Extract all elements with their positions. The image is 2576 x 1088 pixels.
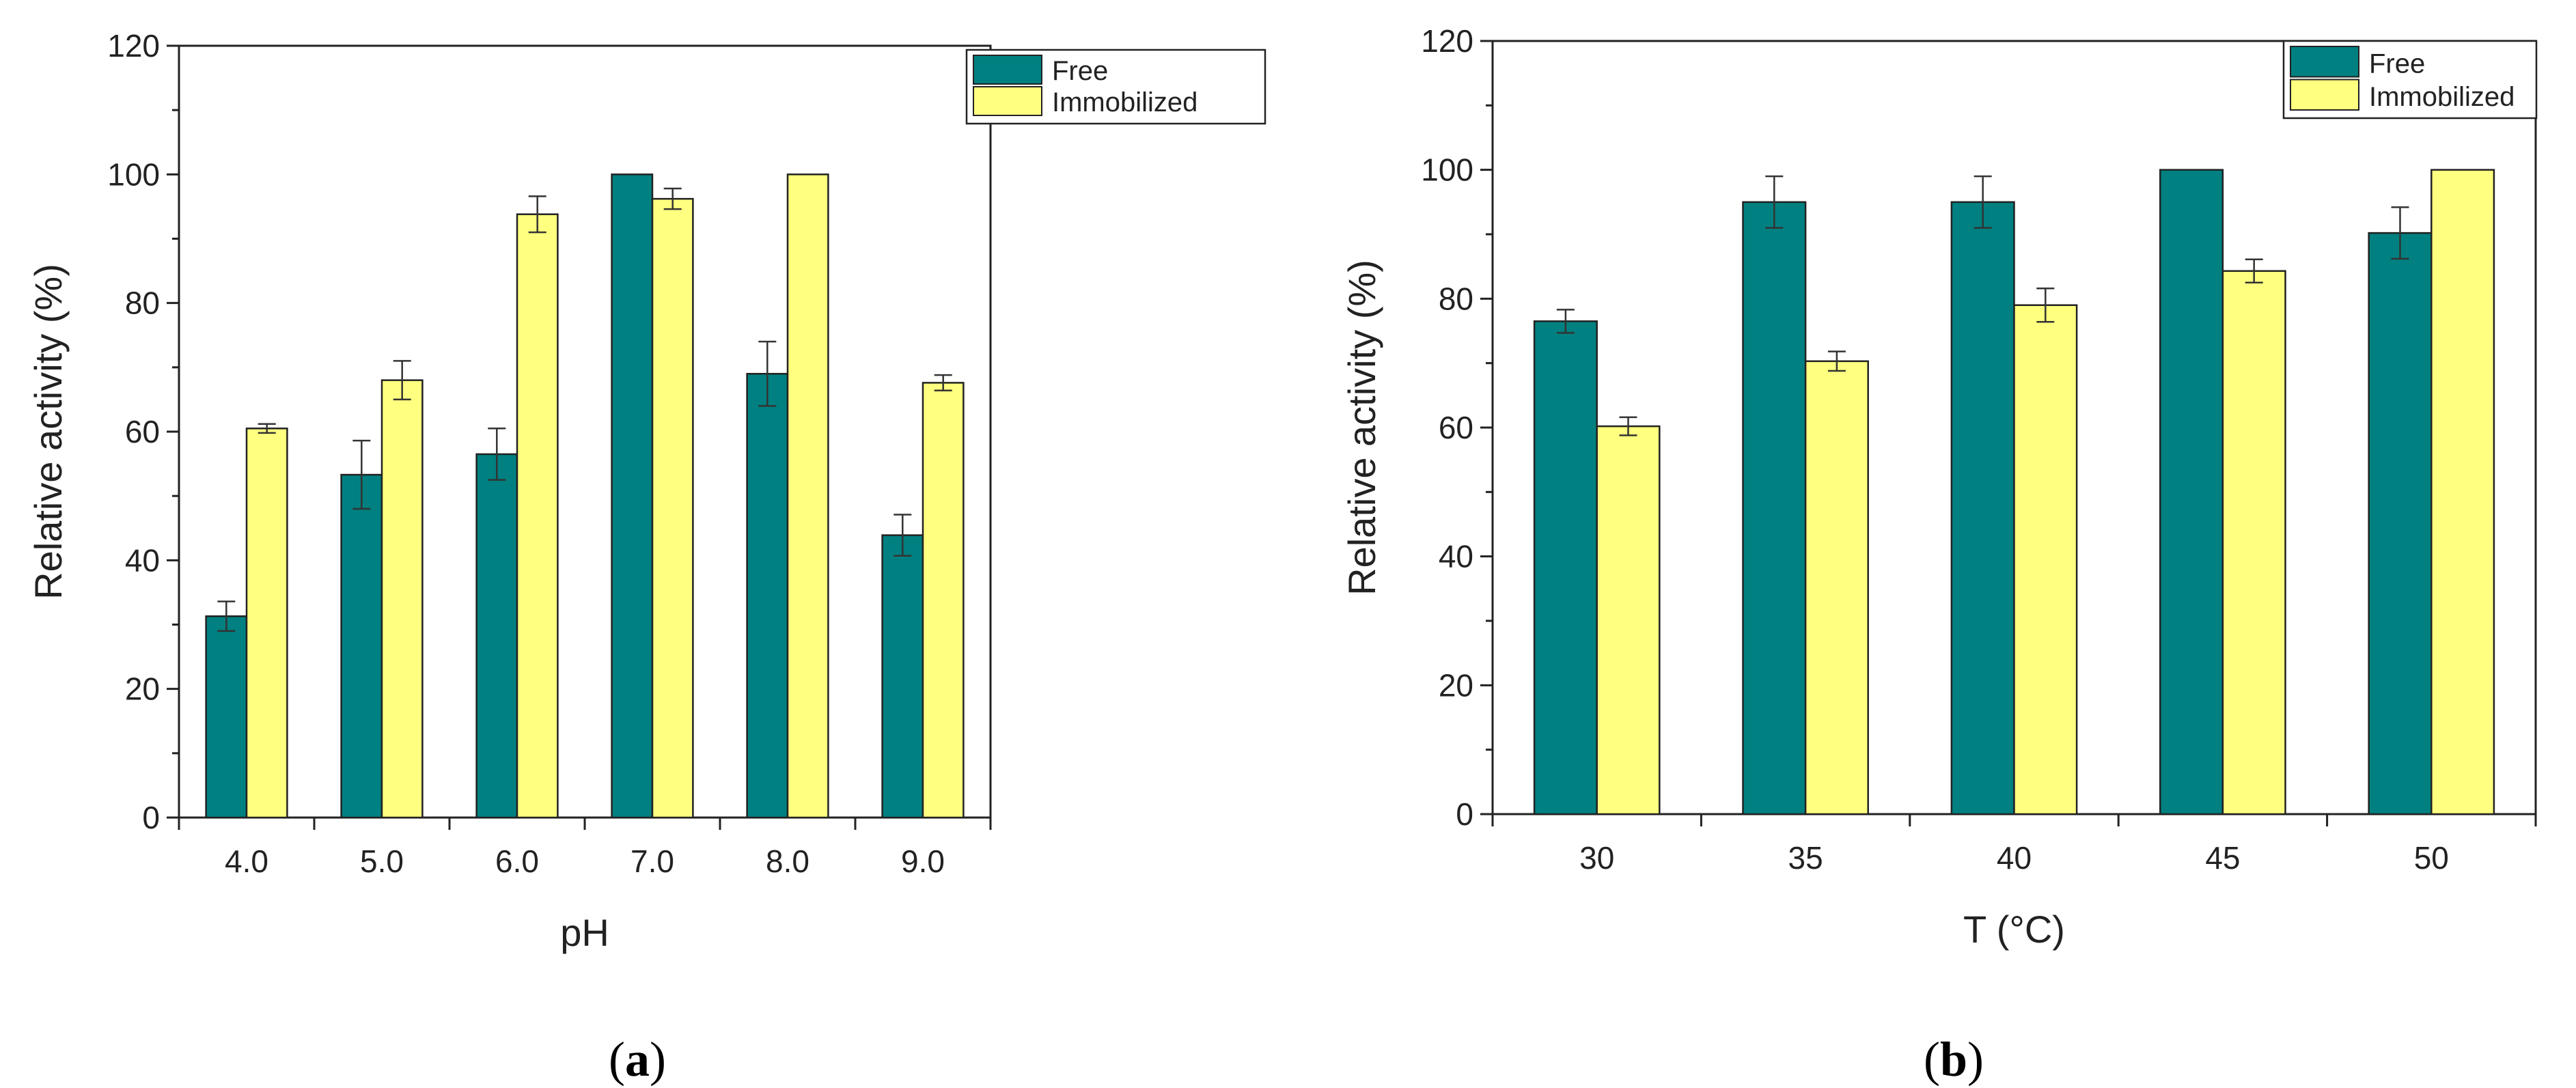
x-axis-title: T (°C) [1963, 908, 2065, 951]
bar-immobilized-5-0 [380, 379, 424, 819]
chart-panel-b: 0 20 40 60 80 100 120 30 35 40 45 50 FreeImmobilized… [1340, 23, 2538, 1087]
bar-free-35 [1742, 201, 1807, 815]
y-tick-label: 20 [125, 671, 160, 707]
y-tick-label: 40 [125, 542, 160, 578]
bar-immobilized-9-0 [922, 382, 965, 819]
legend-label-free: Free [1052, 56, 1108, 86]
x-tick-label: 5.0 [360, 843, 404, 879]
x-tick-label: 6.0 [495, 843, 539, 879]
x-tick-label: 30 [1579, 840, 1614, 876]
y-tick-label: 60 [125, 414, 160, 449]
legend-swatch-immobilized [973, 86, 1042, 116]
panel-caption: (b) [1924, 1032, 1984, 1087]
bar-free-6-0 [475, 453, 518, 819]
x-axis-title: pH [560, 911, 609, 954]
x-tick-label: 9.0 [901, 843, 945, 879]
x-tick-label: 8.0 [766, 843, 809, 879]
y-tick-label: 20 [1439, 667, 1473, 703]
legend-swatch-immobilized [2290, 79, 2359, 111]
y-axis-title: Relative activity (%) [27, 264, 70, 600]
bar-immobilized-4-0 [245, 428, 288, 819]
x-tick-label: 50 [2414, 840, 2449, 876]
bar-free-30 [1533, 320, 1598, 815]
bar-free-4-0 [205, 615, 248, 819]
bar-immobilized-8-0 [786, 173, 829, 819]
y-tick-label: 60 [1439, 410, 1473, 445]
bar-immobilized-50 [2430, 169, 2495, 815]
legend-label-free: Free [2369, 49, 2425, 79]
legend-label-immobilized: Immobilized [2369, 82, 2515, 112]
y-tick-label: 100 [1421, 152, 1473, 188]
bar-free-50 [2368, 232, 2433, 815]
bar-immobilized-35 [1804, 360, 1869, 815]
y-tick-label: 120 [1421, 23, 1473, 59]
plot-frame [178, 44, 992, 819]
legend-swatch-free [973, 55, 1042, 85]
x-tick-label: 35 [1788, 840, 1823, 876]
x-tick-label: 4.0 [225, 843, 268, 879]
bar-immobilized-40 [2013, 304, 2078, 815]
bar-free-7-0 [611, 173, 654, 819]
bar-immobilized-6-0 [516, 213, 559, 819]
bar-free-5-0 [340, 473, 383, 819]
y-tick-label: 0 [1456, 796, 1473, 832]
legend-swatch-free [2290, 46, 2359, 78]
y-tick-label: 80 [1439, 281, 1473, 316]
y-tick-label: 80 [125, 285, 160, 321]
x-tick-label: 7.0 [631, 843, 674, 879]
y-tick-label: 100 [107, 156, 160, 192]
y-tick-label: 40 [1439, 539, 1473, 574]
chart-panel-a: 0 20 40 60 80 100 120 4.0 5.0 6.0 7.0 8.0 9.0 FreeImm… [27, 28, 1266, 1087]
x-tick-label: 40 [1997, 840, 2032, 876]
bar-immobilized-7-0 [651, 197, 694, 819]
bar-free-9-0 [881, 534, 924, 819]
bar-immobilized-30 [1596, 425, 1661, 815]
y-tick-label: 120 [107, 28, 160, 64]
legend-label-immobilized: Immobilized [1052, 87, 1197, 117]
x-tick-label: 45 [2205, 840, 2240, 876]
bar-free-45 [2159, 169, 2224, 815]
bar-immobilized-45 [2221, 270, 2286, 815]
y-axis-title: Relative activity (%) [1340, 260, 1383, 596]
y-tick-label: 0 [142, 800, 160, 835]
panel-caption: (a) [609, 1032, 666, 1087]
bar-free-8-0 [746, 373, 789, 819]
bar-free-40 [1950, 201, 2015, 815]
